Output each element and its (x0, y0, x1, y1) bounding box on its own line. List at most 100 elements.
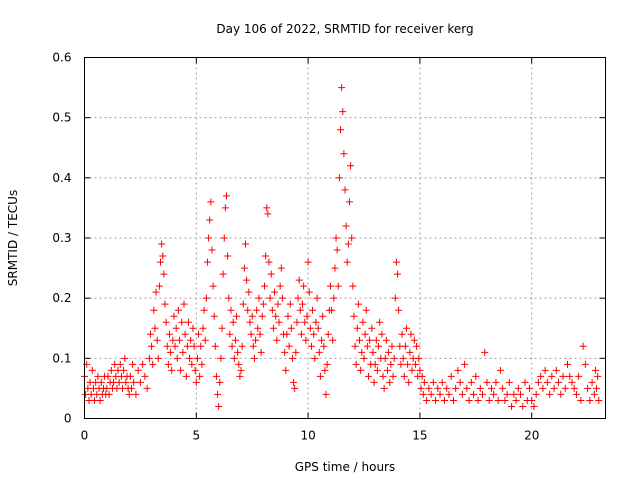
data-point (174, 306, 182, 314)
data-point (158, 240, 166, 248)
data-point (167, 348, 175, 356)
data-point (335, 174, 343, 182)
data-point (402, 324, 410, 332)
data-point (217, 354, 225, 362)
data-point (146, 330, 154, 338)
data-point (269, 324, 277, 332)
data-point (476, 384, 484, 392)
data-point (273, 336, 281, 344)
data-point (212, 372, 220, 380)
data-point (157, 258, 165, 266)
data-point (378, 330, 386, 338)
data-point (330, 294, 338, 302)
data-point (149, 360, 157, 368)
data-point (474, 396, 482, 404)
data-point (228, 342, 236, 350)
data-point (97, 378, 105, 386)
data-point (150, 306, 158, 314)
data-point (391, 294, 399, 302)
data-point (352, 360, 360, 368)
data-point (341, 186, 349, 194)
data-point (570, 384, 578, 392)
data-point (546, 390, 554, 398)
data-point (318, 336, 326, 344)
data-point (234, 348, 242, 356)
data-point (559, 372, 567, 380)
data-point (364, 372, 372, 380)
x-tick-label: 15 (412, 429, 427, 443)
data-point (314, 324, 322, 332)
data-point (243, 276, 251, 284)
data-point (299, 300, 307, 308)
data-point (366, 336, 374, 344)
data-point (171, 342, 179, 350)
data-point (266, 294, 274, 302)
y-axis-label: SRMTID / TECUs (6, 190, 20, 286)
data-point (510, 390, 518, 398)
data-point (417, 384, 425, 392)
data-point (501, 396, 509, 404)
data-point (483, 378, 491, 386)
data-point (399, 354, 407, 362)
data-point (563, 360, 571, 368)
data-point (449, 396, 457, 404)
data-point (319, 312, 327, 320)
data-point (154, 354, 162, 362)
data-point (408, 366, 416, 374)
data-point (235, 360, 243, 368)
data-point (160, 270, 168, 278)
data-point (348, 234, 356, 242)
data-point (512, 396, 520, 404)
data-point (200, 306, 208, 314)
data-point (202, 294, 210, 302)
data-point (521, 378, 529, 386)
y-tick-label: 0.2 (52, 291, 71, 305)
data-point (120, 366, 128, 374)
data-point (479, 390, 487, 398)
data-point (541, 366, 549, 374)
data-point (332, 234, 340, 242)
data-point (362, 306, 370, 314)
data-point (246, 318, 254, 326)
data-point (225, 294, 233, 302)
data-point (207, 198, 215, 206)
data-point (441, 396, 449, 404)
axis-ticks: 0 0.1 0.2 0.3 0.4 0.5 0.6 0 5 10 15 20 (52, 51, 606, 443)
y-tick-label: 0.6 (52, 51, 71, 65)
data-point (274, 300, 282, 308)
data-point (447, 372, 455, 380)
data-point (267, 270, 275, 278)
data-point (307, 342, 315, 350)
data-point (443, 384, 451, 392)
data-point (456, 378, 464, 386)
data-point (264, 210, 272, 218)
data-point (405, 378, 413, 386)
data-point (159, 252, 167, 260)
data-point (561, 384, 569, 392)
data-point (179, 348, 187, 356)
y-tick-label: 0.3 (52, 231, 71, 245)
data-point (395, 306, 403, 314)
data-point (127, 384, 135, 392)
data-point (208, 246, 216, 254)
data-point (129, 360, 137, 368)
data-point (221, 204, 229, 212)
data-point (406, 348, 414, 356)
data-point (490, 390, 498, 398)
data-point (470, 390, 478, 398)
data-point (413, 342, 421, 350)
data-point (316, 372, 324, 380)
data-point (218, 324, 226, 332)
data-point (181, 330, 189, 338)
data-point (188, 360, 196, 368)
data-point (334, 282, 342, 290)
data-point (311, 354, 319, 362)
data-point (340, 150, 348, 158)
data-point (315, 348, 323, 356)
data-point (281, 348, 289, 356)
data-point (350, 312, 358, 320)
data-point (249, 342, 257, 350)
data-point (257, 348, 265, 356)
data-point (452, 384, 460, 392)
data-point (233, 312, 241, 320)
